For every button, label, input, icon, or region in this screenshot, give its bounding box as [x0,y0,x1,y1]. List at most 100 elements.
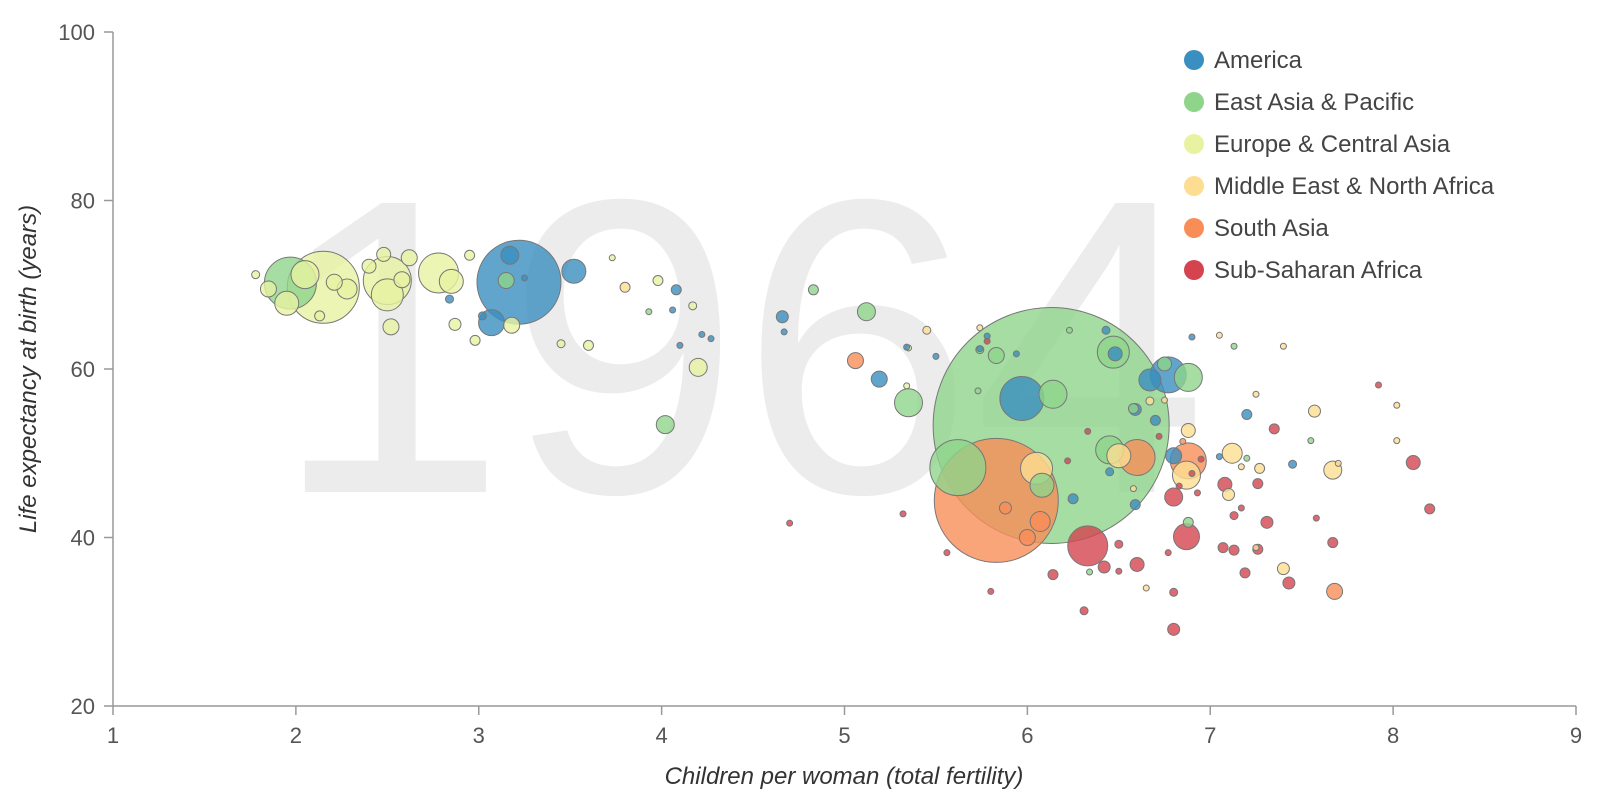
bubble-america[interactable] [1067,493,1079,505]
bubble-mena[interactable] [1237,463,1245,471]
bubble-eca[interactable] [652,275,664,287]
legend-label-eap[interactable]: East Asia & Pacific [1214,89,1414,116]
bubble-america[interactable] [698,330,706,338]
bubble-mena[interactable] [1171,460,1201,490]
bubble-eap[interactable] [1307,437,1315,445]
bubble-ssa[interactable] [1097,560,1111,574]
bubble-eca[interactable] [688,357,708,377]
bubble-mena[interactable] [976,324,984,332]
bubble-eap[interactable] [1230,342,1238,350]
bubble-ssa[interactable] [1374,381,1382,389]
bubble-america[interactable] [932,352,940,360]
bubble-mena[interactable] [1279,342,1287,350]
bubble-eap[interactable] [1065,326,1073,334]
bubble-america[interactable] [1107,346,1123,362]
bubble-mena[interactable] [1106,443,1132,469]
bubble-eca[interactable] [400,249,418,267]
bubble-mena[interactable] [619,281,631,293]
bubble-ssa[interactable] [1164,487,1184,507]
bubble-eca[interactable] [376,246,392,262]
bubble-america[interactable] [1138,368,1162,392]
bubble-eca[interactable] [438,268,464,294]
bubble-america[interactable] [903,343,911,351]
bubble-eca[interactable] [393,271,411,289]
bubble-sa[interactable] [1029,510,1051,532]
bubble-eap[interactable] [929,439,987,497]
bubble-eap[interactable] [987,347,1005,365]
bubble-ssa[interactable] [1164,549,1172,557]
bubble-ssa[interactable] [987,587,995,595]
bubble-mena[interactable] [1222,488,1236,502]
bubble-america[interactable] [477,311,487,321]
bubble-ssa[interactable] [1197,455,1205,463]
bubble-eap[interactable] [1182,516,1194,528]
bubble-america[interactable] [1101,325,1111,335]
bubble-eca[interactable] [370,278,404,312]
bubble-sa[interactable] [1326,582,1344,600]
bubble-eap[interactable] [1157,356,1173,372]
bubble-ssa[interactable] [1169,587,1179,597]
bubble-mena[interactable] [1393,437,1401,445]
bubble-sa[interactable] [998,501,1012,515]
bubble-eca[interactable] [688,301,698,311]
bubble-america[interactable] [670,284,682,296]
legend-label-ssa[interactable]: Sub-Saharan Africa [1214,257,1423,284]
bubble-ssa[interactable] [1229,511,1239,521]
bubble-eca[interactable] [314,310,326,322]
bubble-ssa[interactable] [1084,427,1092,435]
bubble-sa[interactable] [1018,529,1036,546]
bubble-america[interactable] [780,328,788,336]
bubble-eca[interactable] [503,316,521,334]
bubble-ssa[interactable] [1188,469,1196,477]
bubble-mena[interactable] [1161,396,1169,404]
bubble-eca[interactable] [290,260,320,290]
bubble-mena[interactable] [1215,331,1223,339]
bubble-america[interactable] [444,294,454,304]
bubble-eap[interactable] [655,415,675,435]
bubble-eca[interactable] [582,339,594,351]
bubble-mena[interactable] [1393,401,1401,409]
bubble-eca[interactable] [448,317,462,331]
bubble-ssa[interactable] [1228,544,1240,556]
bubble-america[interactable] [1165,447,1183,465]
bubble-eap[interactable] [856,302,876,322]
bubble-mena[interactable] [1180,423,1196,439]
bubble-eca[interactable] [259,280,277,298]
bubble-mena[interactable] [1129,485,1137,493]
bubble-eap[interactable] [1086,568,1094,576]
bubble-ssa[interactable] [1079,606,1089,616]
bubble-mena[interactable] [1252,390,1260,398]
bubble-eap[interactable] [894,388,924,418]
bubble-mena[interactable] [922,325,932,335]
bubble-ssa[interactable] [1129,556,1145,572]
bubble-america[interactable] [1129,499,1141,511]
bubble-ssa[interactable] [786,519,794,527]
bubble-ssa[interactable] [1114,539,1124,549]
bubble-america[interactable] [561,258,587,284]
bubble-eca[interactable] [325,273,343,291]
bubble-america[interactable] [976,345,984,353]
bubble-america[interactable] [500,245,520,265]
bubble-eca[interactable] [608,254,616,262]
bubble-eap[interactable] [1029,472,1055,498]
bubble-ssa[interactable] [1237,504,1245,512]
bubble-america[interactable] [1188,333,1196,341]
bubble-america[interactable] [707,335,715,343]
bubble-eap[interactable] [807,284,819,296]
bubble-america[interactable] [520,274,528,282]
bubble-ssa[interactable] [983,337,991,345]
bubble-mena[interactable] [1252,544,1260,552]
bubble-eca[interactable] [274,290,300,316]
bubble-ssa[interactable] [1327,537,1339,549]
bubble-mena[interactable] [1307,404,1321,418]
bubble-eap[interactable] [1038,379,1068,409]
bubble-mena[interactable] [1334,459,1342,467]
bubble-america[interactable] [1105,467,1115,477]
bubble-mena[interactable] [1276,562,1290,576]
legend-label-america[interactable]: America [1214,47,1303,74]
legend-label-eca[interactable]: Europe & Central Asia [1214,131,1451,158]
bubble-ssa[interactable] [1424,503,1436,515]
bubble-mena[interactable] [1254,462,1266,474]
bubble-eca[interactable] [464,249,476,261]
bubble-ssa[interactable] [1047,569,1059,581]
